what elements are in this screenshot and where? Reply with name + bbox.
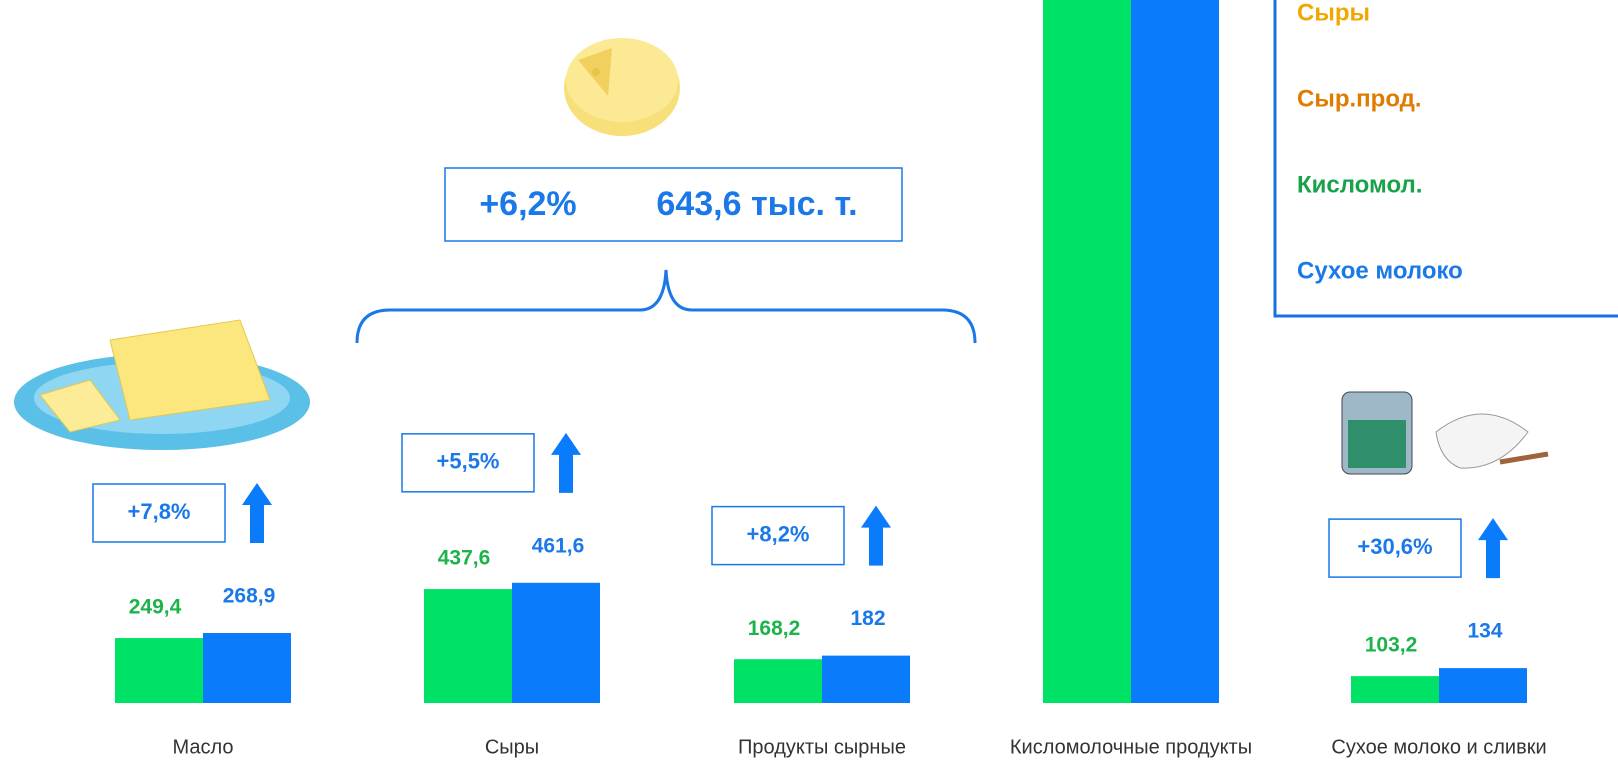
growth-box — [401, 433, 535, 493]
brace — [355, 269, 977, 344]
legend-entry: Сыры — [1297, 0, 1370, 26]
total-volume: 643,6 тыс. т. — [656, 185, 857, 223]
growth-arrow — [242, 482, 272, 543]
value-label: 437,6 — [438, 547, 491, 570]
value-label: 182 — [850, 607, 885, 630]
x-tick-label: Масло — [172, 736, 233, 758]
x-tick-label: Кисломолочные продукты — [1010, 736, 1252, 758]
bar — [1351, 676, 1439, 703]
total-growth: +6,2% — [479, 185, 576, 223]
value-label: 134 — [1467, 620, 1502, 643]
bar — [1043, 0, 1131, 703]
bar — [424, 589, 512, 703]
legend-box — [1273, 0, 1618, 318]
value-label: 103,2 — [1365, 634, 1418, 657]
cheese-illustration — [564, 38, 680, 136]
growth-arrow — [551, 432, 581, 493]
growth-arrow — [861, 505, 891, 566]
bar — [822, 655, 910, 703]
bar — [203, 632, 291, 703]
x-tick-label: Сыры — [485, 736, 539, 758]
bar — [512, 582, 600, 703]
legend-entry: Кисломол. — [1297, 171, 1422, 198]
legend-entry: Сыр.прод. — [1297, 85, 1422, 112]
value-label: 249,4 — [129, 596, 182, 619]
milk-powder-illustration — [1341, 391, 1549, 475]
butter-illustration — [14, 319, 310, 450]
bar — [734, 659, 822, 703]
growth-arrow — [1478, 518, 1508, 579]
value-label: 168,2 — [748, 617, 801, 640]
total-box — [444, 167, 903, 242]
growth-box — [711, 505, 845, 566]
value-label: 268,9 — [223, 585, 276, 608]
legend-entry: Сухое молоко — [1297, 257, 1463, 284]
x-tick-label: Продукты сырные — [738, 736, 906, 758]
x-tick-label: Сухое молоко и сливки — [1331, 736, 1546, 758]
growth-box — [92, 483, 226, 543]
growth-label: +7,8% — [128, 499, 191, 524]
bar — [1131, 0, 1219, 704]
value-label: 461,6 — [532, 534, 585, 557]
growth-label: +8,2% — [747, 521, 810, 546]
bar — [1439, 668, 1527, 703]
growth-label: +30,6% — [1357, 534, 1432, 559]
growth-label: +5,5% — [437, 449, 500, 474]
bar — [115, 638, 203, 703]
growth-box — [1328, 518, 1462, 578]
